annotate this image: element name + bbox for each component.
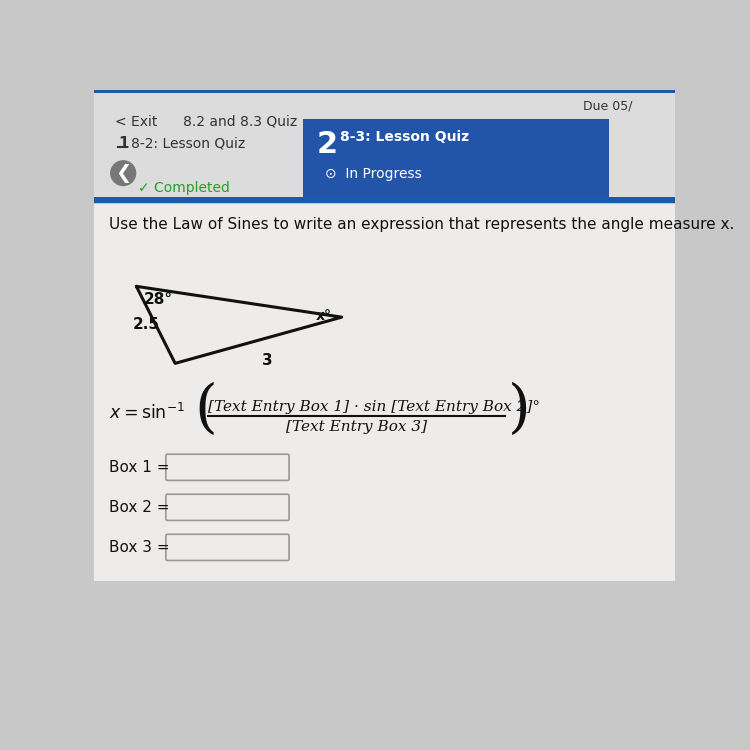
- Text: [Text Entry Box 1] · sin [Text Entry Box 2]°: [Text Entry Box 1] · sin [Text Entry Box…: [209, 400, 541, 413]
- Text: 8-3: Lesson Quiz: 8-3: Lesson Quiz: [340, 130, 470, 144]
- Text: $x = \mathregular{sin}^{-1}$: $x = \mathregular{sin}^{-1}$: [110, 404, 185, 424]
- Text: [Text Entry Box 3]: [Text Entry Box 3]: [286, 419, 427, 434]
- FancyBboxPatch shape: [94, 90, 675, 93]
- Text: 3: 3: [262, 352, 273, 368]
- FancyBboxPatch shape: [94, 90, 675, 202]
- FancyBboxPatch shape: [166, 454, 289, 481]
- Text: < Exit: < Exit: [116, 115, 158, 129]
- Text: 1: 1: [118, 136, 129, 152]
- FancyBboxPatch shape: [166, 534, 289, 560]
- FancyBboxPatch shape: [166, 494, 289, 520]
- Text: (: (: [194, 382, 217, 438]
- Text: x°: x°: [316, 310, 332, 323]
- FancyBboxPatch shape: [303, 119, 609, 198]
- Text: 2.5: 2.5: [133, 317, 160, 332]
- Circle shape: [111, 160, 136, 185]
- Text: Box 2 =: Box 2 =: [110, 500, 170, 514]
- Text: Use the Law of Sines to write an expression that represents the angle measure x.: Use the Law of Sines to write an express…: [110, 217, 734, 232]
- Text: ❮: ❮: [115, 164, 131, 183]
- Text: Due 05/: Due 05/: [583, 99, 632, 112]
- Text: 2: 2: [317, 130, 338, 159]
- Text: Box 1 =: Box 1 =: [110, 460, 170, 475]
- Text: ): ): [509, 382, 531, 438]
- Text: 8-2: Lesson Quiz: 8-2: Lesson Quiz: [131, 136, 245, 150]
- Text: ✓ Completed: ✓ Completed: [138, 181, 230, 195]
- FancyBboxPatch shape: [94, 204, 675, 581]
- FancyBboxPatch shape: [94, 197, 675, 203]
- Text: 8.2 and 8.3 Quiz: 8.2 and 8.3 Quiz: [183, 115, 297, 129]
- Text: Box 3 =: Box 3 =: [110, 540, 170, 555]
- Text: 28°: 28°: [143, 292, 172, 307]
- Text: ⊙  In Progress: ⊙ In Progress: [325, 167, 422, 181]
